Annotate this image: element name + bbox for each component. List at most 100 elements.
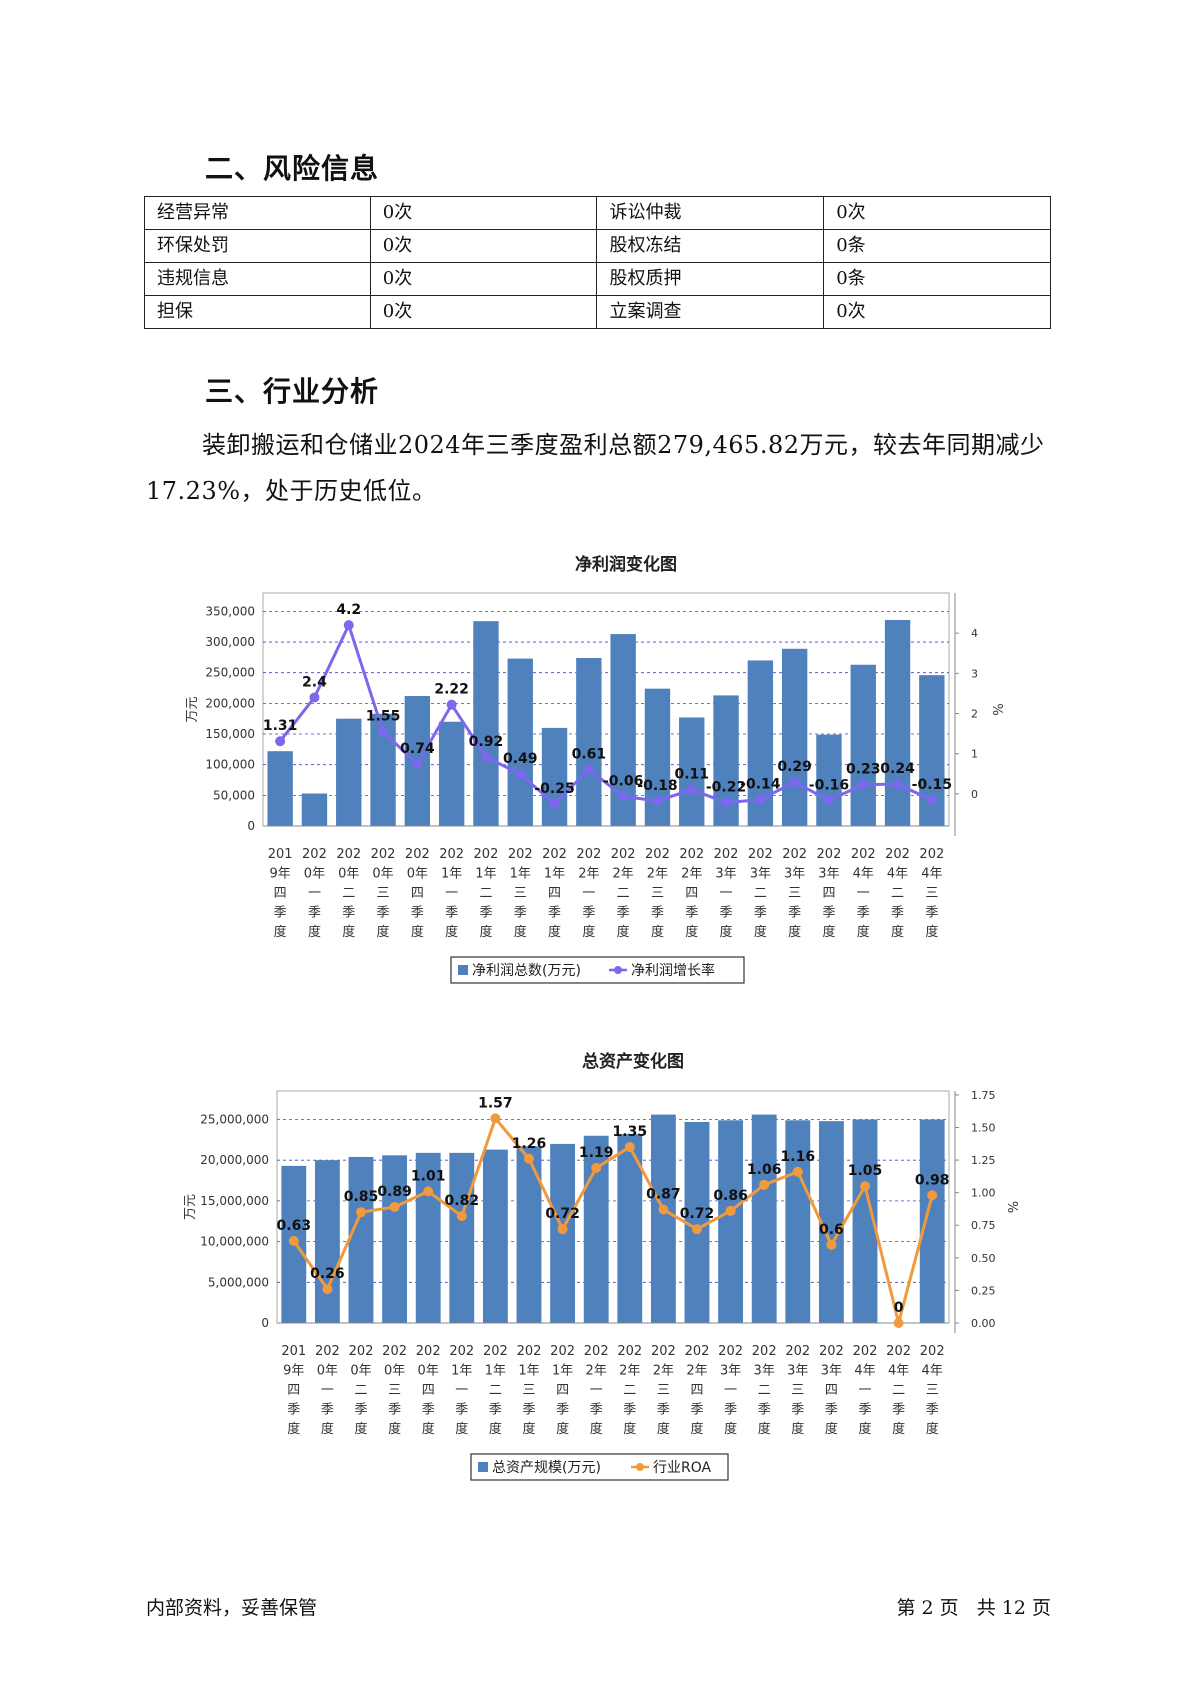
data-label: -0.22 — [706, 780, 746, 796]
y2-tick-label: 0.50 — [971, 1252, 996, 1265]
y2-tick-label: 3 — [971, 667, 978, 680]
risk-value: 0次 — [369, 229, 598, 263]
data-label: -0.18 — [637, 778, 677, 794]
x-tick-label: 202 1年二季度 — [483, 1344, 508, 1437]
x-tick-label: 202 1年三季度 — [508, 847, 533, 940]
line-series — [278, 621, 933, 806]
line-point — [591, 1162, 602, 1173]
footer-page-number: 第 2 页 共 12 页 — [896, 1597, 1051, 1619]
data-label: 0.23 — [846, 762, 881, 778]
data-label: 1.26 — [512, 1136, 547, 1152]
line-point — [789, 777, 800, 788]
y2-tick-label: 0.00 — [971, 1317, 996, 1330]
bar — [415, 1152, 441, 1323]
data-label: 0.29 — [777, 759, 812, 775]
bar — [684, 1121, 710, 1323]
x-tick-label: 202 0年一季度 — [302, 847, 327, 940]
data-label: 0.72 — [545, 1206, 580, 1222]
x-tick-label: 202 1年四季度 — [550, 1344, 575, 1437]
x-tick-label: 202 2年一季度 — [584, 1344, 609, 1437]
bar — [482, 1149, 508, 1323]
bar — [884, 619, 911, 826]
data-label: -0.15 — [912, 777, 952, 793]
line-point — [721, 797, 732, 808]
bar — [516, 1146, 542, 1323]
data-label: 0.49 — [503, 751, 538, 767]
line-point — [343, 620, 354, 631]
risk-label: 经营异常 — [144, 196, 371, 230]
section-title-risk: 二、风险信息 — [205, 152, 380, 185]
y-tick-label: 25,000,000 — [200, 1112, 269, 1126]
data-label: 1.55 — [366, 709, 401, 725]
x-tick-label: 202 1年一季度 — [449, 1344, 474, 1437]
line-point — [524, 1153, 534, 1164]
x-tick-label: 202 1年一季度 — [439, 847, 464, 940]
data-label: 1.19 — [579, 1145, 614, 1161]
data-label: 0.89 — [377, 1184, 412, 1200]
y-tick-label: 0 — [261, 1316, 269, 1330]
line-point — [557, 1224, 568, 1235]
data-label: 0.72 — [680, 1206, 715, 1222]
x-tick-label: 202 3年三季度 — [782, 847, 807, 940]
line-point — [858, 779, 869, 790]
bar — [679, 717, 705, 826]
line-point — [309, 692, 320, 703]
legend-label: 总资产规模(万元) — [492, 1460, 601, 1476]
bar — [781, 648, 808, 826]
x-tick-label: 202 2年三季度 — [651, 1344, 676, 1437]
y2-tick-label: 1.75 — [971, 1089, 996, 1102]
data-label: 2.4 — [302, 674, 327, 690]
risk-label: 立案调查 — [596, 295, 825, 329]
risk-value: 0次 — [369, 262, 598, 296]
line-point — [490, 1113, 501, 1124]
x-tick-label: 202 0年三季度 — [382, 1344, 407, 1437]
bar — [818, 1121, 844, 1323]
bar — [449, 1152, 475, 1323]
line-point — [549, 798, 560, 809]
data-label: 1.35 — [613, 1124, 648, 1140]
line-point — [860, 1181, 870, 1192]
y2-tick-label: 1.50 — [971, 1121, 996, 1134]
legend-box — [470, 1453, 729, 1481]
line-point — [725, 1205, 736, 1216]
x-tick-label: 202 0年三季度 — [371, 847, 396, 940]
line-point — [686, 784, 697, 795]
x-tick-label: 202 2年一季度 — [576, 847, 601, 940]
legend-box — [450, 956, 745, 984]
data-label: 0.61 — [572, 746, 607, 762]
y-tick-label: 350,000 — [205, 604, 255, 618]
data-label: 1.05 — [848, 1163, 883, 1179]
risk-row: 违规信息 0次 股权质押 0条 — [144, 262, 1051, 296]
line-point — [759, 1179, 770, 1190]
x-tick-label: 202 3年四季度 — [819, 1344, 844, 1437]
data-label: 2.22 — [434, 682, 469, 698]
x-tick-label: 202 2年二季度 — [617, 1344, 642, 1437]
x-tick-label: 202 0年四季度 — [416, 1344, 441, 1437]
line-point — [826, 1239, 837, 1250]
line-point — [926, 794, 937, 805]
risk-label: 股权冻结 — [596, 229, 825, 263]
line-point — [446, 699, 457, 710]
y2-axis-label: % — [989, 703, 1004, 715]
data-label: 1.31 — [263, 718, 298, 734]
bar — [576, 657, 602, 826]
y2-tick-label: 0 — [971, 788, 978, 801]
risk-value: 0次 — [369, 196, 598, 230]
data-label: -0.25 — [534, 781, 574, 797]
y-tick-label: 200,000 — [205, 696, 255, 710]
y-tick-label: 100,000 — [205, 758, 255, 772]
data-label: 0.26 — [310, 1266, 345, 1282]
x-tick-label: 201 9年四季度 — [281, 1344, 306, 1437]
section-title-industry: 三、行业分析 — [205, 375, 380, 408]
y2-tick-label: 1 — [971, 748, 978, 761]
y2-tick-label: 0.75 — [971, 1219, 996, 1232]
risk-row: 经营异常 0次 诉讼仲裁 0次 — [144, 196, 1051, 230]
line-point — [892, 779, 903, 790]
data-label: 0.6 — [819, 1222, 844, 1238]
x-tick-label: 202 0年二季度 — [336, 847, 361, 940]
legend-bar-swatch — [478, 1462, 488, 1472]
data-label: 0.85 — [344, 1189, 379, 1205]
data-label: 1.16 — [781, 1149, 816, 1165]
x-tick-label: 202 4年二季度 — [885, 847, 910, 940]
risk-value: 0次 — [823, 196, 1051, 230]
